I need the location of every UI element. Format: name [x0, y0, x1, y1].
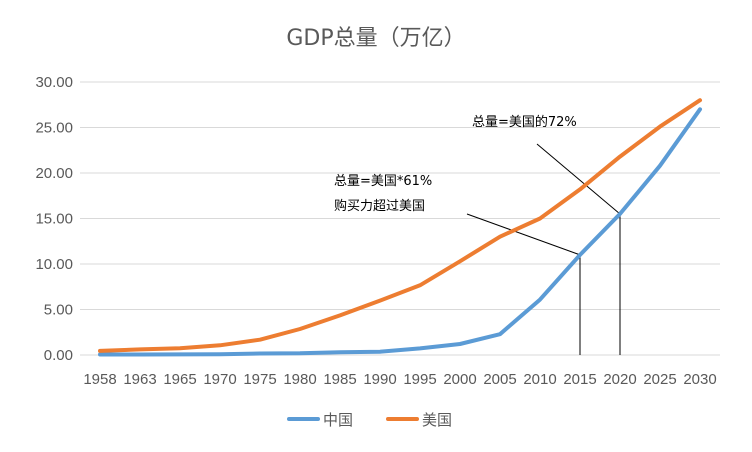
- series-line-2: [98, 98, 702, 353]
- annotation-text: 总量=美国*61%: [334, 174, 432, 189]
- grid: [80, 81, 720, 310]
- x-tick-label: 1980: [283, 371, 316, 388]
- annotation-leader: [536, 143, 621, 215]
- x-tick-label: 1970: [203, 371, 236, 388]
- y-tick-label: 30.00: [35, 74, 73, 91]
- y-tick-label: 0.00: [44, 347, 73, 364]
- x-tick-label: 2025: [643, 371, 676, 388]
- x-tick-label: 1963: [123, 371, 156, 388]
- x-tick-label: 1965: [163, 371, 196, 388]
- annotation-leader: [466, 213, 581, 256]
- x-tick-label: 1985: [323, 371, 356, 388]
- x-tick-label: 2005: [483, 371, 516, 388]
- x-tick-label: 2000: [443, 371, 476, 388]
- x-tick-label: 1990: [363, 371, 396, 388]
- x-tick-label: 2030: [683, 371, 716, 388]
- x-tick-label: 2010: [523, 371, 556, 388]
- y-tick-label: 20.00: [35, 165, 73, 182]
- x-tick-label: 2015: [563, 371, 596, 388]
- series: [98, 98, 702, 357]
- series-line-1: [98, 107, 702, 357]
- legend-label: 中国: [323, 411, 353, 429]
- y-tick-label: 15.00: [35, 211, 73, 228]
- legend-label: 美国: [422, 411, 452, 429]
- y-tick-label: 5.00: [44, 302, 73, 319]
- x-tick-label: 1995: [403, 371, 436, 388]
- annotation-text: 总量=美国的72%: [472, 114, 577, 130]
- axes: 0.00 5.00 10.00 15.00 20.00 25.00 30.00 1958 196…: [35, 74, 720, 388]
- chart-title: GDP总量（万亿）: [286, 26, 465, 51]
- x-tick-label: 2020: [603, 371, 636, 388]
- y-tick-label: 25.00: [35, 120, 73, 137]
- y-tick-label: 10.00: [35, 256, 73, 273]
- x-tick-label: 1975: [243, 371, 276, 388]
- annotation-text: 购买力超过美国: [334, 198, 425, 214]
- x-tick-label: 1958: [83, 371, 116, 388]
- legend: 中国 美国: [287, 411, 452, 429]
- annotations: 总量=美国的72% 总量=美国*61% 购买力超过美国: [334, 114, 621, 355]
